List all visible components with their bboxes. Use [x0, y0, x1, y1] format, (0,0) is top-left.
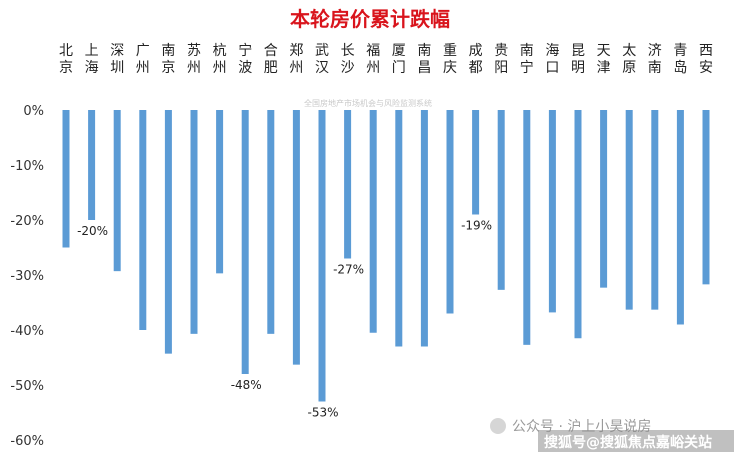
bar [113, 110, 121, 272]
x-category-label: 宁波 [238, 42, 252, 76]
site-watermark: 搜狐号@搜狐焦点嘉峪关站 [538, 430, 734, 452]
bar [139, 110, 147, 330]
x-category-label: 福州 [366, 43, 380, 76]
x-category-label: 杭州 [213, 43, 227, 76]
x-category-label: 天津 [597, 43, 611, 76]
y-tick-label: -20% [10, 214, 44, 229]
x-category-label: 成都 [469, 43, 483, 76]
data-label: -53% [307, 406, 338, 420]
x-category-label: 郑州 [289, 43, 303, 76]
chart-title: 本轮房价累计跌幅 [290, 7, 450, 31]
bar [216, 110, 224, 274]
x-category-label: 昆明 [571, 43, 585, 76]
x-category-label: 海口 [545, 43, 559, 76]
y-tick-label: -30% [10, 269, 44, 284]
x-category-label: 济南 [648, 43, 662, 76]
x-category-label: 北京 [59, 43, 73, 76]
bar [702, 110, 710, 285]
bar [548, 110, 556, 313]
bar [472, 110, 480, 215]
bar [164, 110, 172, 354]
bar [600, 110, 608, 288]
x-category-label: 南宁 [520, 43, 534, 76]
source-watermark: 全国房地产市场机会与风险监测系统 [304, 98, 432, 108]
bar [523, 110, 531, 345]
x-category-label: 上海 [85, 43, 99, 76]
x-category-label: 武汉 [315, 43, 329, 76]
data-label: -48% [231, 378, 262, 392]
x-category-label: 深圳 [110, 43, 124, 76]
bar [241, 110, 249, 374]
x-category-labels: 北京上海深圳广州南京苏州杭州宁波合肥郑州武汉长沙福州厦门南昌重庆成都贵阳南宁海口… [59, 42, 713, 76]
bar [190, 110, 198, 334]
site-watermark-text: 搜狐号@搜狐焦点嘉峪关站 [544, 434, 712, 451]
x-category-label: 西安 [699, 43, 713, 76]
bar [88, 110, 96, 220]
bar [420, 110, 428, 347]
y-tick-label: -10% [10, 159, 44, 174]
x-category-label: 青岛 [673, 43, 687, 76]
y-tick-label: -40% [10, 324, 44, 339]
data-label: -19% [461, 219, 492, 233]
bar [292, 110, 300, 365]
wechat-icon [490, 418, 506, 434]
y-tick-label: -50% [10, 379, 44, 394]
bar [318, 110, 326, 402]
bar [574, 110, 582, 339]
data-label: -20% [77, 224, 108, 238]
x-category-label: 厦门 [392, 43, 406, 76]
x-category-label: 贵阳 [494, 43, 508, 76]
bar [395, 110, 403, 347]
x-category-label: 合肥 [264, 43, 278, 76]
y-axis: 0% -10% -20% -30% -40% -50% -60% [10, 104, 44, 449]
data-labels: -20% -48% -53% -27% -19% [77, 219, 492, 420]
x-category-label: 长沙 [341, 43, 355, 76]
x-category-label: 南京 [161, 43, 175, 76]
bar [62, 110, 70, 248]
site-watermark-bg [538, 430, 734, 452]
bars [62, 110, 710, 402]
data-label: -27% [333, 263, 364, 277]
y-tick-label: -60% [10, 434, 44, 449]
x-category-label: 南昌 [417, 43, 431, 76]
x-category-label: 太原 [622, 43, 636, 76]
bar [625, 110, 633, 310]
x-category-label: 广州 [136, 43, 150, 76]
bar [651, 110, 659, 310]
x-category-label: 苏州 [187, 43, 201, 76]
bar [267, 110, 275, 334]
bar [446, 110, 454, 314]
bar [369, 110, 377, 333]
bar [344, 110, 352, 259]
x-category-label: 重庆 [443, 43, 457, 76]
y-tick-label: 0% [23, 104, 44, 119]
bar [676, 110, 684, 325]
bar [497, 110, 505, 290]
